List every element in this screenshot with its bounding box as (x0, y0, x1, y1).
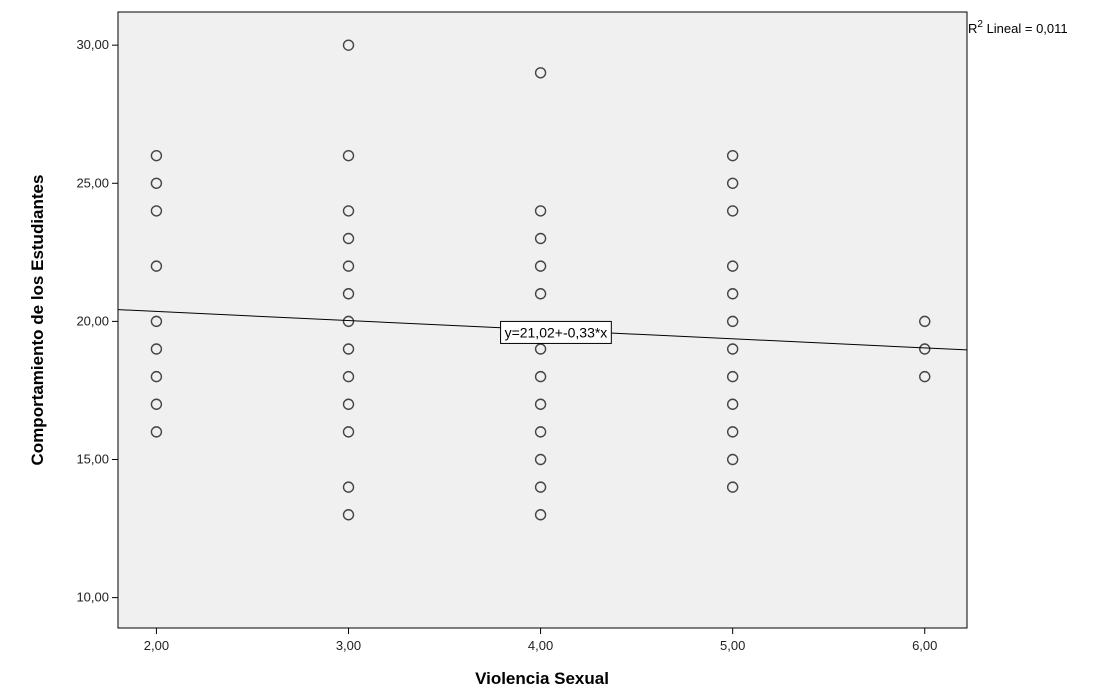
plot-area (117, 11, 968, 629)
data-point (534, 205, 547, 217)
data-point (150, 370, 163, 383)
data-point (534, 67, 547, 79)
y-tick-label: 30,00 (76, 37, 109, 52)
data-point (342, 509, 355, 521)
r2-superscript: 2 (977, 19, 983, 30)
x-tick-label: 4,00 (528, 638, 553, 653)
data-point (342, 260, 355, 272)
data-point (150, 149, 163, 162)
data-point (534, 370, 547, 383)
data-point (342, 343, 355, 355)
data-point (342, 39, 355, 51)
data-point (534, 288, 547, 300)
data-point (919, 343, 931, 355)
data-point (534, 343, 547, 355)
r2-prefix: R (968, 21, 977, 36)
equation-label: y=21,02+-0,33*x (505, 324, 608, 340)
r2-text: Lineal = 0,011 (983, 21, 1068, 36)
data-point (726, 343, 739, 355)
data-point (342, 481, 355, 493)
data-point (342, 205, 355, 217)
data-point (726, 149, 739, 162)
y-axis-title: Comportamiento de los Estudiantes (28, 175, 47, 466)
data-point (726, 315, 739, 328)
x-axis-title: Violencia Sexual (475, 669, 609, 688)
data-point (342, 398, 355, 410)
x-tick-label: 6,00 (912, 638, 937, 653)
data-point (726, 481, 739, 493)
data-point (726, 288, 739, 300)
data-point (342, 370, 355, 383)
data-point (150, 426, 163, 438)
data-point (150, 177, 163, 189)
data-point (150, 315, 163, 328)
data-point (150, 398, 163, 410)
y-tick-label: 25,00 (76, 175, 109, 190)
data-point (342, 315, 355, 328)
data-points (150, 39, 931, 521)
y-tick-label: 20,00 (76, 313, 109, 328)
data-point (726, 426, 739, 438)
data-point (534, 426, 547, 438)
data-point (726, 398, 739, 410)
data-point (726, 260, 739, 272)
data-point (534, 260, 547, 272)
y-tick-label: 15,00 (76, 451, 109, 466)
data-point (534, 509, 547, 521)
data-point (342, 288, 355, 300)
y-tick-label: 10,00 (76, 590, 109, 605)
data-point (726, 205, 739, 217)
data-point (342, 149, 355, 162)
equation-box: y=21,02+-0,33*x (500, 320, 612, 344)
data-point (919, 315, 931, 328)
data-point (726, 177, 739, 189)
data-point (534, 232, 547, 245)
data-point (534, 453, 547, 466)
data-point (919, 370, 931, 383)
data-point (150, 205, 163, 217)
data-point (342, 232, 355, 245)
x-tick-label: 2,00 (144, 638, 169, 653)
data-point (726, 370, 739, 383)
x-axis: 2,00 3,00 4,00 5,00 6,00 (144, 628, 937, 653)
data-point (534, 398, 547, 410)
x-tick-label: 3,00 (336, 638, 361, 653)
data-point (534, 481, 547, 493)
data-point (150, 343, 163, 355)
y-axis: 10,00 15,00 20,00 25,00 30,00 (76, 37, 118, 605)
data-point (726, 453, 739, 466)
x-tick-label: 5,00 (720, 638, 745, 653)
data-point (150, 260, 163, 272)
data-point (342, 426, 355, 438)
r2-label: R2 Lineal = 0,011 (968, 19, 1068, 36)
